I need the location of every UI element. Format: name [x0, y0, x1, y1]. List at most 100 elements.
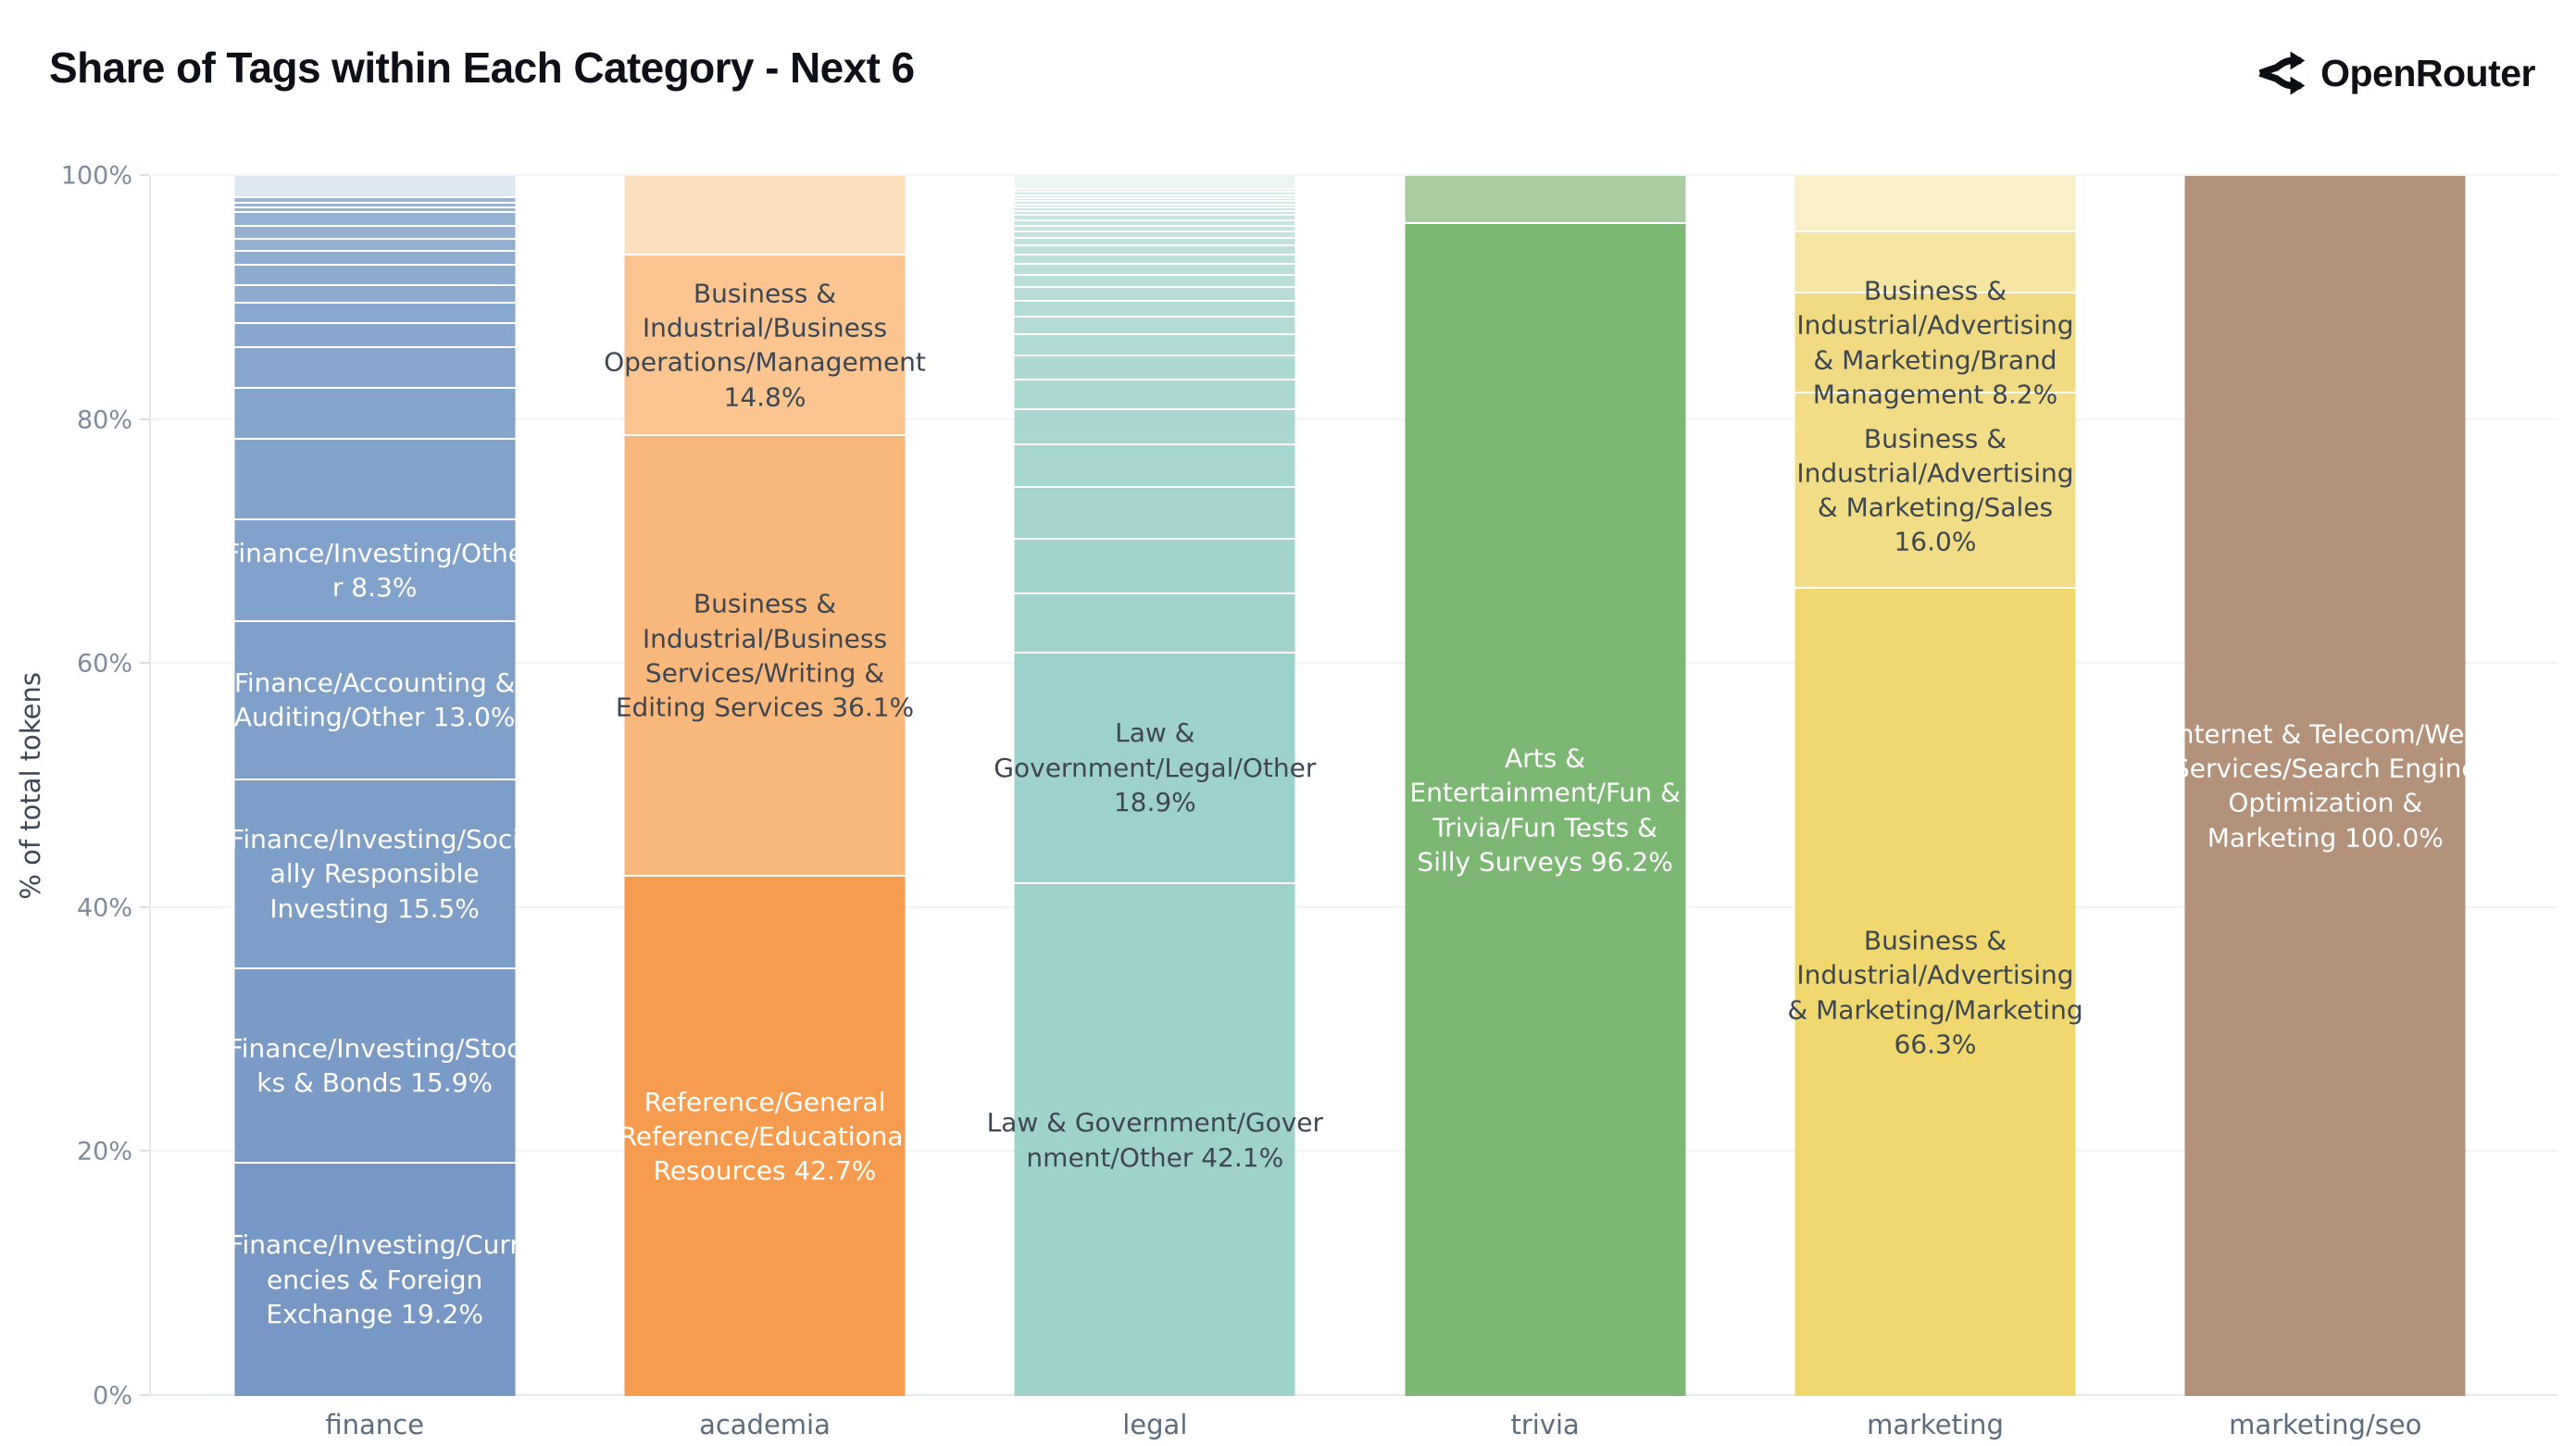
x-tick-label-marketing/seo: marketing/seo [2229, 1409, 2422, 1440]
page-title: Share of Tags within Each Category - Nex… [49, 44, 915, 92]
bar-segment-finance-small-9[interactable] [234, 284, 516, 302]
gridline-80 [151, 418, 2557, 420]
bar-segment-legal-small-16[interactable] [1014, 263, 1295, 274]
bar-segment-marketing-small-1[interactable] [1794, 231, 2076, 293]
segment-label: Law & Government/Gover nment/Other 42.1% [986, 1107, 1324, 1173]
bar-segment-marketing-small-0[interactable] [1794, 176, 2076, 231]
openrouter-brand: OpenRouter [2252, 46, 2535, 100]
y-tick-label-0: 0% [93, 1381, 132, 1411]
bar-slot-marketing/seo: Internet & Telecom/Web Services/Search E… [2131, 176, 2520, 1440]
bar-segment-finance[interactable]: Finance/Investing/Stoc ks & Bonds 15.9% [229, 967, 521, 1162]
bar-segment-academia[interactable]: Business & Industrial/Business Services/… [616, 434, 914, 876]
bar-segment-marketing/seo[interactable]: Internet & Telecom/Web Services/Search E… [2170, 176, 2481, 1396]
bar-segment-marketing[interactable]: Business & Industrial/Advertising & Mark… [1794, 276, 2076, 409]
segment-label: Law & Government/Legal/Other 18.9% [994, 717, 1317, 817]
bar-segment-legal-small-20[interactable] [1014, 315, 1295, 334]
plot-area: Finance/Investing/Othe r 8.3% Finance/Acc… [61, 162, 2557, 1440]
bar-segment-finance-small-2[interactable] [234, 201, 516, 206]
bar-segment-legal-small-17[interactable] [1014, 273, 1295, 287]
bar-segment-legal-small-13[interactable] [1014, 237, 1295, 245]
openrouter-logo-icon [2258, 51, 2306, 95]
bar-segment-finance-small-7[interactable] [234, 250, 516, 264]
y-axis-title: % of total tokens [15, 672, 46, 900]
y-tick-mark-20 [140, 1150, 149, 1153]
bar-segment-legal-small-23[interactable] [1014, 379, 1295, 408]
y-tick-mark-0 [140, 1394, 149, 1396]
bar-segment-finance-small-5[interactable] [234, 224, 516, 239]
gridline-40 [151, 905, 2557, 908]
bar-segment-trivia[interactable]: Arts & Entertainment/Fun & Trivia/Fun Te… [1405, 222, 1686, 1396]
segment-label: Reference/General Reference/Educational … [619, 1086, 911, 1187]
bar-segment-marketing[interactable]: Business & Industrial/Advertising & Mark… [1794, 392, 2076, 588]
bar-segment-finance-small-14[interactable] [234, 438, 516, 519]
bar-segment-finance-small-11[interactable] [234, 322, 516, 347]
bar-segment-academia-small-0[interactable] [624, 176, 906, 255]
bar-segment-legal-small-18[interactable] [1014, 286, 1295, 300]
stacked-bar-marketing/seo: Internet & Telecom/Web Services/Search E… [2170, 176, 2481, 1396]
bars-container: Finance/Investing/Othe r 8.3% Finance/Acc… [151, 176, 2557, 1440]
bar-segment-legal-small-5[interactable] [1014, 200, 1295, 204]
bar-segment-finance-small-3[interactable] [234, 206, 516, 212]
bar-segment-legal-small-2[interactable] [1014, 191, 1295, 194]
y-tick-mark-80 [140, 418, 149, 420]
x-tick-label-trivia: trivia [1510, 1409, 1580, 1440]
bar-segment-legal-small-9[interactable] [1014, 214, 1295, 219]
gridline-60 [151, 662, 2557, 665]
bar-segment-legal[interactable]: Law & Government/Gover nment/Other 42.1% [987, 881, 1323, 1396]
stacked-bar-legal: Law & Government/Legal/Other 18.9% Law & … [987, 176, 1323, 1396]
bar-segment-academia[interactable]: Business & Industrial/Business Operation… [604, 254, 926, 435]
bar-segment-legal-small-6[interactable] [1014, 203, 1295, 206]
bar-segment-finance-small-10[interactable] [234, 301, 516, 323]
segment-label: Finance/Investing/Stoc ks & Bonds 15.9% [228, 1032, 521, 1098]
y-tick-label-40: 40% [76, 893, 132, 923]
y-tick-label-80: 80% [76, 405, 132, 435]
bar-segment-finance-small-0[interactable] [234, 176, 516, 197]
bar-segment-legal-small-1[interactable] [1014, 188, 1295, 192]
bar-segment-finance[interactable]: Finance/Investing/Soci ally Responsible … [230, 778, 519, 968]
bar-segment-legal-small-10[interactable] [1014, 218, 1295, 225]
segment-label: Finance/Investing/Othe r 8.3% [225, 537, 524, 603]
bar-segment-finance[interactable]: Finance/Investing/Othe r 8.3% [225, 518, 524, 620]
bar-segment-legal-small-8[interactable] [1014, 209, 1295, 215]
segment-label: Business & Industrial/Advertising & Mark… [1787, 925, 2083, 1060]
bar-segment-legal-small-25[interactable] [1014, 443, 1295, 487]
bar-segment-legal-small-12[interactable] [1014, 231, 1295, 238]
y-tick-label-100: 100% [60, 161, 132, 191]
segment-label: Arts & Entertainment/Fun & Trivia/Fun Te… [1409, 742, 1681, 878]
bar-segment-legal-small-19[interactable] [1014, 299, 1295, 316]
stacked-bar-marketing: Business & Industrial/Advertising & Mark… [1787, 176, 2083, 1396]
y-axis-line [149, 176, 151, 1396]
bar-segment-legal-small-28[interactable] [1014, 592, 1295, 652]
bar-segment-legal-small-4[interactable] [1014, 197, 1295, 201]
bar-segment-finance-small-6[interactable] [234, 238, 516, 251]
segment-label: Internet & Telecom/Web Services/Search E… [2170, 718, 2482, 854]
bar-segment-finance-small-1[interactable] [234, 196, 516, 202]
bar-segment-legal-small-22[interactable] [1014, 354, 1295, 380]
bar-segment-legal-small-15[interactable] [1014, 253, 1295, 264]
bar-segment-academia[interactable]: Reference/General Reference/Educational … [619, 875, 910, 1396]
bar-segment-legal-small-3[interactable] [1014, 193, 1295, 198]
bar-segment-legal-small-14[interactable] [1014, 244, 1295, 254]
bar-segment-finance-small-12[interactable] [234, 346, 516, 387]
bar-segment-legal-small-11[interactable] [1014, 224, 1295, 231]
segment-label: Business & Industrial/Business Operation… [604, 278, 926, 413]
bar-segment-finance-small-4[interactable] [234, 211, 516, 225]
bar-slot-finance: Finance/Investing/Othe r 8.3% Finance/Acc… [180, 176, 569, 1440]
bar-segment-legal-small-26[interactable] [1014, 486, 1295, 538]
y-tick-mark-100 [140, 174, 149, 176]
bar-segment-legal-small-7[interactable] [1014, 206, 1295, 210]
bar-segment-legal-small-27[interactable] [1014, 537, 1295, 592]
bar-segment-legal[interactable]: Law & Government/Legal/Other 18.9% [994, 651, 1316, 882]
bar-slot-academia: Business & Industrial/Business Operation… [569, 176, 959, 1440]
y-tick-mark-40 [140, 905, 149, 908]
bar-segment-finance-small-13[interactable] [234, 386, 516, 439]
bar-segment-finance-small-8[interactable] [234, 263, 516, 285]
bar-segment-legal-small-21[interactable] [1014, 333, 1295, 355]
y-tick-label-20: 20% [76, 1137, 132, 1166]
bar-segment-legal-small-0[interactable] [1014, 176, 1295, 189]
bar-segment-finance[interactable]: Finance/Investing/Curr encies & Foreign … [229, 1161, 520, 1396]
bar-segment-trivia-small-0[interactable] [1405, 176, 1686, 223]
bar-segment-finance[interactable]: Finance/Accounting & Auditing/Other 13.0… [234, 619, 515, 779]
bar-segment-legal-small-24[interactable] [1014, 407, 1295, 444]
bar-segment-marketing[interactable]: Business & Industrial/Advertising & Mark… [1787, 587, 2083, 1396]
